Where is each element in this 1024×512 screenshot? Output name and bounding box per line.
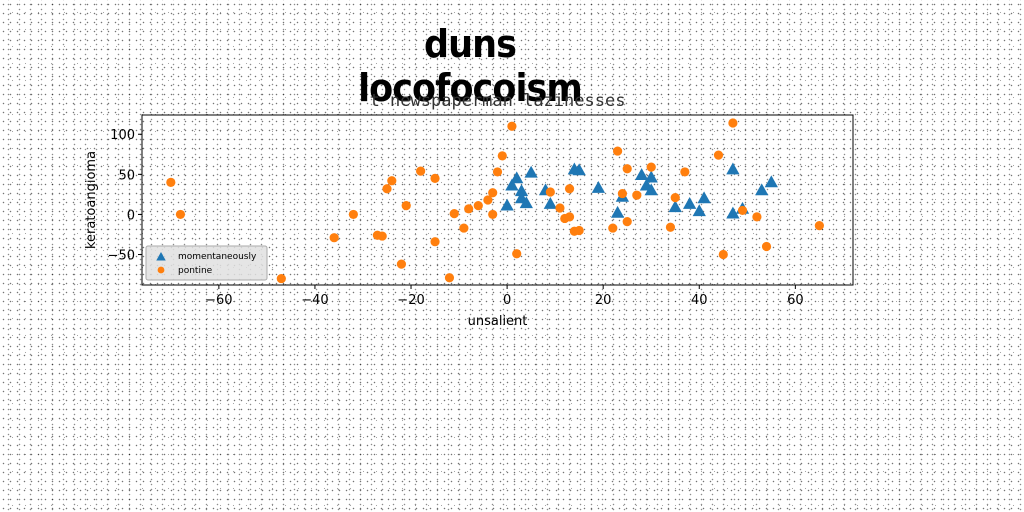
point-pontine <box>728 118 738 128</box>
point-pontine <box>761 241 772 252</box>
plot-title: t newspaperman lazinesses <box>370 91 626 111</box>
point-pontine <box>483 195 493 205</box>
point-pontine <box>396 259 407 269</box>
main-title: duns locofocoism <box>358 22 583 110</box>
legend-box <box>145 245 268 281</box>
point-pontine <box>459 223 469 233</box>
point-pontine <box>622 164 632 174</box>
point-pontine <box>497 151 507 161</box>
x-tick-label: −40 <box>301 293 328 308</box>
point-momentaneously <box>755 183 769 196</box>
legend-label-momentaneously: momentaneously <box>178 252 257 262</box>
point-momentaneously <box>697 191 711 204</box>
point-pontine <box>814 221 824 231</box>
point-momentaneously <box>543 197 557 209</box>
point-pontine <box>670 192 680 203</box>
legend-marker-pontine <box>157 266 165 274</box>
point-pontine <box>713 150 724 160</box>
point-pontine <box>617 188 628 199</box>
point-pontine <box>752 212 762 222</box>
point-pontine <box>175 209 186 220</box>
point-pontine <box>512 249 522 259</box>
x-tick-label: 60 <box>787 293 804 308</box>
point-momentaneously <box>591 180 606 193</box>
point-pontine <box>166 177 176 187</box>
point-pontine <box>377 231 387 241</box>
point-pontine <box>680 167 690 177</box>
legend-label-pontine: pontine <box>178 266 213 276</box>
x-tick-label: −60 <box>205 293 232 308</box>
point-momentaneously <box>610 205 625 218</box>
point-momentaneously <box>644 170 658 183</box>
point-momentaneously <box>634 168 649 181</box>
point-pontine <box>401 201 411 211</box>
point-pontine <box>737 205 748 216</box>
point-momentaneously <box>524 165 538 178</box>
point-pontine <box>545 187 555 197</box>
point-pontine <box>329 233 339 243</box>
point-momentaneously <box>726 206 740 219</box>
point-pontine <box>382 184 392 194</box>
x-tick-label: −20 <box>397 293 424 308</box>
point-pontine <box>348 209 358 220</box>
x-tick-label: 40 <box>691 293 708 308</box>
point-pontine <box>574 225 584 236</box>
point-pontine <box>473 201 483 211</box>
point-momentaneously <box>683 197 697 209</box>
point-pontine <box>665 222 676 232</box>
point-momentaneously <box>519 196 533 209</box>
point-pontine <box>416 166 426 176</box>
y-axis: −50 0 50 100 <box>108 128 142 264</box>
plot-area <box>141 114 854 286</box>
point-pontine <box>632 190 642 200</box>
y-tick-label: 50 <box>118 168 135 183</box>
point-pontine <box>564 212 575 222</box>
point-momentaneously <box>644 183 658 196</box>
point-pontine <box>492 167 503 177</box>
y-tick-label: 100 <box>110 128 135 143</box>
point-pontine <box>622 217 632 227</box>
x-axis-label: unsalient <box>468 314 528 329</box>
point-momentaneously <box>726 162 740 175</box>
y-tick-label: 0 <box>127 208 135 223</box>
point-momentaneously <box>668 200 682 213</box>
point-pontine <box>507 121 517 131</box>
point-pontine <box>430 173 440 183</box>
y-tick-label: −50 <box>108 249 135 264</box>
point-pontine <box>387 176 397 186</box>
point-pontine <box>464 204 474 214</box>
point-momentaneously <box>500 198 514 211</box>
legend: momentaneously pontine <box>145 245 268 281</box>
point-pontine <box>488 209 498 220</box>
y-axis-label: keratoangioma <box>84 151 99 249</box>
point-momentaneously <box>764 175 778 188</box>
legend-marker-momentaneously <box>156 252 166 261</box>
point-pontine <box>276 273 286 284</box>
point-pontine <box>555 203 565 213</box>
point-momentaneously <box>692 204 706 217</box>
point-momentaneously <box>505 178 519 191</box>
point-momentaneously <box>510 171 524 184</box>
x-tick-label: 0 <box>503 293 511 308</box>
point-pontine <box>613 146 623 156</box>
point-pontine <box>646 162 656 172</box>
point-pontine <box>608 223 618 233</box>
point-pontine <box>488 188 498 198</box>
point-pontine <box>444 273 455 283</box>
point-pontine <box>564 184 575 194</box>
point-pontine <box>430 237 440 247</box>
data-points <box>166 118 824 284</box>
point-pontine <box>718 249 728 260</box>
point-momentaneously <box>514 184 529 197</box>
x-axis: −60 −40 −20 0 20 40 60 <box>205 285 804 308</box>
x-tick-label: 20 <box>595 293 612 308</box>
point-pontine <box>449 209 459 219</box>
point-momentaneously <box>572 163 586 176</box>
